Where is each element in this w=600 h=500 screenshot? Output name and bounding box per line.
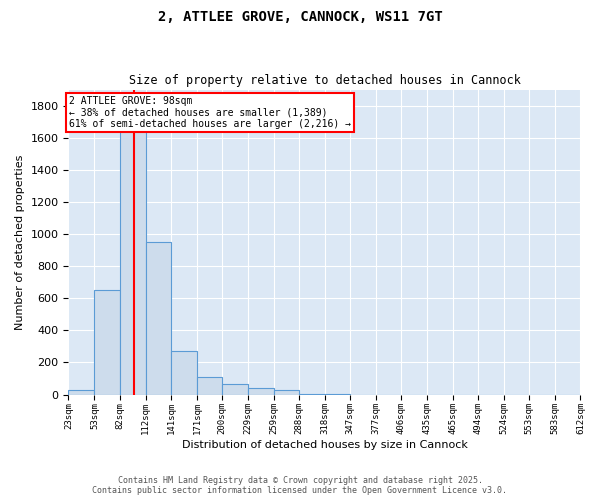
Bar: [68, 390, 94, 394]
Bar: [119, 122, 146, 394]
Text: Contains HM Land Registry data © Crown copyright and database right 2025.
Contai: Contains HM Land Registry data © Crown c…: [92, 476, 508, 495]
Bar: [94, 290, 119, 395]
Bar: [248, 388, 274, 394]
Y-axis label: Number of detached properties: Number of detached properties: [15, 154, 25, 330]
Bar: [274, 390, 299, 394]
Bar: [146, 242, 171, 394]
Text: 2, ATTLEE GROVE, CANNOCK, WS11 7GT: 2, ATTLEE GROVE, CANNOCK, WS11 7GT: [158, 10, 442, 24]
Bar: [222, 384, 248, 394]
Bar: [197, 377, 222, 394]
Title: Size of property relative to detached houses in Cannock: Size of property relative to detached ho…: [128, 74, 520, 87]
Text: 2 ATTLEE GROVE: 98sqm
← 38% of detached houses are smaller (1,389)
61% of semi-d: 2 ATTLEE GROVE: 98sqm ← 38% of detached …: [69, 96, 351, 129]
X-axis label: Distribution of detached houses by size in Cannock: Distribution of detached houses by size …: [182, 440, 467, 450]
Bar: [171, 351, 197, 395]
